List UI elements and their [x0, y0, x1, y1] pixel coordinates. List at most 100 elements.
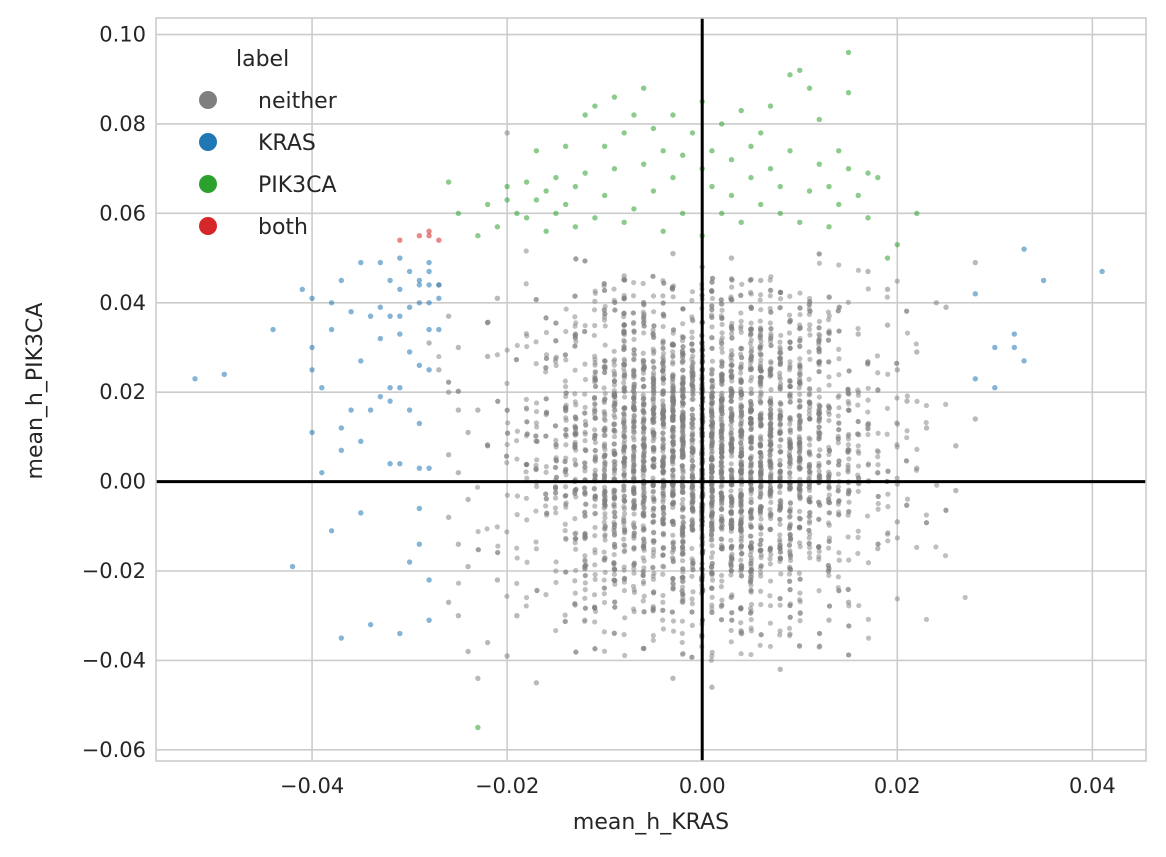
- data-point-neither: [845, 436, 852, 442]
- data-point-neither: [778, 497, 784, 503]
- data-point-neither: [563, 501, 569, 508]
- data-point-neither: [797, 455, 803, 462]
- data-point-neither: [679, 482, 685, 488]
- data-point-kras: [426, 577, 432, 583]
- data-point-neither: [592, 427, 598, 433]
- data-point-kras: [397, 385, 403, 391]
- data-point-neither: [826, 617, 832, 623]
- data-point-neither: [524, 517, 530, 523]
- data-point-neither: [679, 528, 686, 534]
- data-point-neither: [923, 419, 929, 426]
- data-point-neither: [651, 496, 657, 502]
- data-point-neither: [748, 469, 754, 475]
- data-point-neither: [612, 581, 618, 587]
- data-point-neither: [640, 569, 646, 575]
- data-point-neither: [875, 387, 881, 393]
- data-point-kras: [309, 295, 315, 302]
- data-point-neither: [651, 334, 657, 340]
- data-point-neither: [631, 530, 637, 536]
- data-point-neither: [651, 365, 657, 371]
- data-point-neither: [650, 482, 656, 488]
- data-point-pik3ca: [523, 215, 530, 221]
- data-point-neither: [630, 583, 637, 589]
- data-point-neither: [836, 557, 842, 563]
- data-point-neither: [641, 450, 647, 456]
- data-point-neither: [534, 438, 540, 444]
- data-point-neither: [572, 367, 578, 373]
- data-point-neither: [796, 524, 803, 530]
- data-point-neither: [748, 353, 755, 360]
- data-point-kras: [358, 259, 364, 266]
- data-point-neither: [612, 393, 618, 399]
- data-point-neither: [612, 599, 618, 605]
- data-point-neither: [621, 433, 627, 440]
- data-point-neither: [602, 569, 608, 576]
- data-point-kras: [358, 510, 364, 516]
- data-point-neither: [728, 467, 734, 473]
- data-point-neither: [768, 387, 774, 393]
- data-point-neither: [669, 285, 675, 291]
- data-point-neither: [885, 491, 891, 497]
- data-point-neither: [552, 495, 559, 501]
- data-point-neither: [601, 468, 608, 474]
- data-point-neither: [748, 628, 754, 634]
- data-point-neither: [689, 437, 695, 443]
- data-point-neither: [806, 540, 812, 546]
- data-point-pik3ca: [670, 112, 676, 118]
- legend-marker-both: [199, 217, 217, 235]
- data-point-neither: [894, 421, 901, 427]
- data-point-neither: [631, 356, 637, 363]
- data-point-neither: [747, 340, 754, 347]
- data-point-neither: [602, 459, 608, 466]
- data-point-neither: [797, 446, 803, 452]
- data-point-neither: [728, 488, 734, 494]
- data-point-neither: [748, 473, 754, 480]
- data-point-neither: [563, 306, 569, 312]
- data-point-neither: [786, 578, 793, 584]
- data-point-neither: [757, 506, 763, 512]
- data-point-neither: [747, 509, 754, 515]
- data-point-neither: [611, 504, 617, 510]
- legend-marker-neither: [199, 91, 217, 109]
- data-point-neither: [855, 267, 862, 273]
- data-point-neither: [806, 399, 812, 405]
- data-point-neither: [679, 618, 686, 624]
- data-point-neither: [543, 369, 549, 375]
- data-point-neither: [885, 504, 891, 510]
- data-point-neither: [777, 289, 784, 295]
- data-point-neither: [748, 485, 754, 492]
- data-point-neither: [641, 458, 647, 465]
- data-point-neither: [825, 337, 832, 343]
- data-point-neither: [807, 416, 813, 422]
- data-point-neither: [806, 448, 812, 455]
- data-point-neither: [582, 513, 588, 519]
- data-point-neither: [728, 368, 734, 374]
- data-point-neither: [728, 406, 734, 412]
- data-point-pik3ca: [582, 112, 588, 118]
- data-point-neither: [835, 574, 841, 580]
- data-point-neither: [689, 609, 695, 615]
- data-point-neither: [816, 418, 822, 424]
- data-point-neither: [786, 542, 793, 548]
- data-point-neither: [787, 513, 793, 519]
- data-point-neither: [445, 389, 452, 395]
- data-point-neither: [592, 415, 598, 421]
- data-point-neither: [621, 425, 627, 431]
- data-point-neither: [543, 503, 549, 509]
- data-point-neither: [651, 546, 657, 552]
- data-point-pik3ca: [611, 94, 618, 100]
- data-point-kras: [426, 259, 432, 266]
- data-point-neither: [767, 484, 774, 490]
- data-point-neither: [719, 426, 725, 432]
- data-point-neither: [621, 380, 627, 386]
- data-point-neither: [933, 544, 939, 550]
- data-point-neither: [865, 431, 871, 438]
- data-point-neither: [503, 453, 510, 459]
- data-point-neither: [904, 428, 910, 434]
- data-point-neither: [602, 484, 608, 490]
- data-point-neither: [748, 331, 754, 337]
- data-point-neither: [543, 592, 549, 598]
- data-point-neither: [719, 475, 725, 481]
- data-point-neither: [601, 648, 608, 654]
- data-point-neither: [592, 375, 598, 381]
